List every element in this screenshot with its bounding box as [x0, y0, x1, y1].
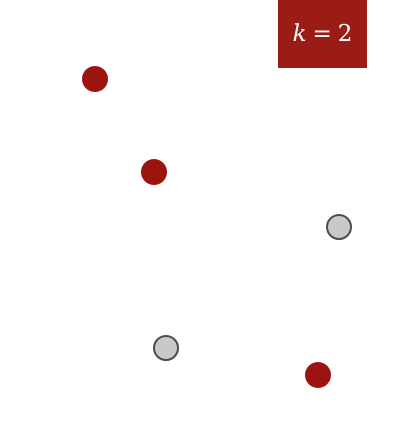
red-point-2: [141, 159, 167, 185]
red-point-3: [305, 362, 331, 388]
k-variable: k: [292, 21, 307, 47]
red-point-1: [82, 66, 108, 92]
k-value-label: k = 2: [278, 0, 367, 68]
gray-point-1: [326, 214, 352, 240]
k-value: 2: [337, 21, 353, 47]
k-equals-sign: =: [312, 21, 332, 47]
gray-point-2: [153, 335, 179, 361]
